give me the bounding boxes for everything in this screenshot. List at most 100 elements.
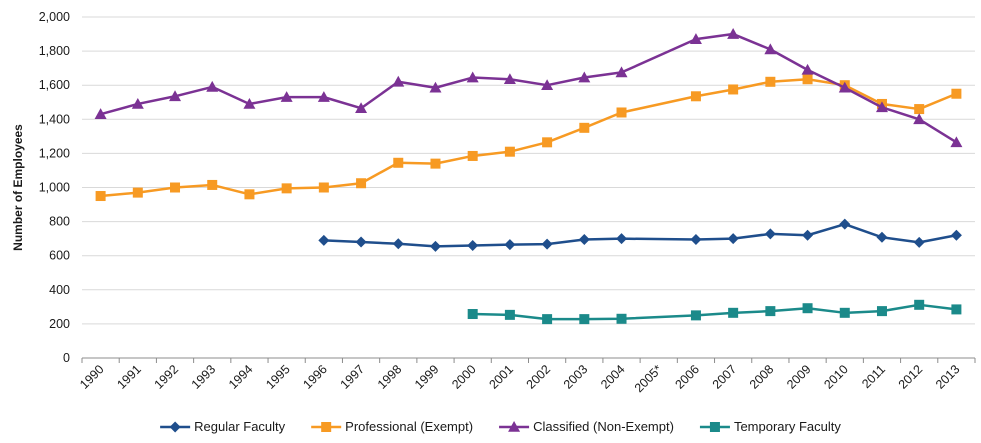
x-tick-label: 2003	[561, 362, 591, 392]
data-point-professional-exempt	[690, 91, 701, 102]
series-temporary-faculty	[467, 299, 962, 325]
data-point-temporary-faculty	[690, 310, 701, 321]
x-tick-label: 1996	[300, 362, 330, 392]
x-tick-label: 2008	[747, 362, 777, 392]
data-point-classified-non-exempt	[689, 33, 702, 44]
x-tick-label: 1993	[189, 362, 219, 392]
legend-label: Temporary Faculty	[734, 419, 841, 434]
data-point-professional-exempt	[170, 182, 181, 193]
data-point-classified-non-exempt	[317, 91, 330, 102]
x-tick-label: 1995	[263, 362, 293, 392]
data-point-temporary-faculty	[504, 309, 515, 320]
y-tick-label: 1,000	[39, 181, 70, 195]
data-point-classified-non-exempt	[206, 80, 219, 92]
legend-swatch-marker	[169, 421, 181, 433]
data-point-regular-faculty	[429, 240, 441, 252]
x-tick-label: 2006	[672, 362, 702, 392]
data-point-temporary-faculty	[765, 306, 776, 317]
x-tick-label: 2010	[821, 362, 851, 392]
legend-label: Regular Faculty	[194, 419, 286, 434]
legend: Regular Faculty Professional (Exempt) Clas…	[160, 419, 841, 434]
y-tick-label: 1,400	[39, 112, 70, 126]
data-point-temporary-faculty	[876, 306, 887, 317]
legend-label: Professional (Exempt)	[345, 419, 473, 434]
data-point-professional-exempt	[244, 189, 255, 200]
series-regular-faculty	[318, 218, 962, 252]
data-point-temporary-faculty	[951, 304, 962, 315]
data-point-regular-faculty	[392, 238, 404, 250]
legend-item-professional-exempt: Professional (Exempt)	[311, 419, 473, 434]
y-tick-label: 800	[49, 215, 70, 229]
x-tick-label: 1998	[375, 362, 405, 392]
data-point-professional-exempt	[430, 158, 441, 169]
data-point-classified-non-exempt	[727, 28, 740, 39]
data-point-regular-faculty	[541, 238, 553, 250]
data-point-regular-faculty	[876, 231, 888, 243]
data-point-classified-non-exempt	[280, 91, 293, 102]
data-point-regular-faculty	[802, 229, 814, 241]
data-point-professional-exempt	[393, 157, 404, 168]
data-point-temporary-faculty	[467, 309, 478, 320]
data-point-professional-exempt	[914, 104, 925, 115]
legend-swatch-marker	[508, 421, 521, 432]
data-point-classified-non-exempt	[466, 71, 479, 83]
legend-item-classified-non-exempt: Classified (Non-Exempt)	[499, 419, 674, 434]
series-line-regular-faculty	[323, 222, 957, 248]
data-point-temporary-faculty	[579, 314, 590, 325]
data-point-classified-non-exempt	[94, 108, 107, 119]
x-tick-label: 1991	[114, 362, 144, 392]
data-point-classified-non-exempt	[392, 75, 405, 87]
x-tick-label: 2001	[486, 362, 516, 392]
data-point-temporary-faculty	[914, 299, 925, 310]
data-point-regular-faculty	[690, 234, 702, 246]
data-point-professional-exempt	[542, 137, 553, 148]
data-point-professional-exempt	[318, 182, 329, 193]
y-tick-label: 600	[49, 249, 70, 263]
legend-swatch-marker	[321, 422, 332, 432]
data-point-professional-exempt	[951, 88, 962, 99]
data-point-professional-exempt	[728, 84, 739, 95]
data-point-classified-non-exempt	[801, 63, 814, 75]
x-tick-label: 1992	[152, 362, 182, 392]
data-point-temporary-faculty	[839, 307, 850, 318]
x-tick-label: 2002	[524, 362, 554, 392]
legend-item-regular-faculty: Regular Faculty	[160, 419, 286, 434]
data-point-regular-faculty	[839, 218, 851, 230]
legend-label: Classified (Non-Exempt)	[533, 419, 674, 434]
data-point-regular-faculty	[578, 234, 590, 246]
data-point-professional-exempt	[467, 150, 478, 161]
data-point-classified-non-exempt	[764, 43, 777, 55]
data-point-classified-non-exempt	[578, 71, 591, 83]
data-point-classified-non-exempt	[615, 66, 628, 78]
data-point-regular-faculty	[727, 233, 739, 245]
data-point-classified-non-exempt	[875, 101, 888, 113]
x-tick-label: 2009	[784, 362, 814, 392]
y-tick-label: 1,800	[39, 44, 70, 58]
data-point-classified-non-exempt	[169, 90, 182, 102]
data-point-professional-exempt	[356, 178, 367, 189]
x-tick-label: 2012	[896, 362, 926, 392]
x-tick-label: 1994	[226, 362, 256, 392]
y-tick-label: 0	[63, 351, 70, 365]
x-tick-label: 2000	[449, 362, 479, 392]
y-tick-label: 2,000	[39, 10, 70, 24]
data-point-classified-non-exempt	[838, 81, 851, 93]
data-point-classified-non-exempt	[503, 73, 516, 85]
x-tick-label: 2011	[859, 362, 888, 391]
data-point-regular-faculty	[355, 236, 367, 248]
data-point-temporary-faculty	[542, 314, 553, 325]
x-tick-label: 1999	[412, 362, 442, 392]
data-point-regular-faculty	[950, 229, 962, 241]
data-point-regular-faculty	[616, 233, 628, 245]
series-layer	[94, 28, 963, 325]
x-tick-label: 1997	[338, 362, 368, 392]
series-classified-non-exempt	[94, 28, 963, 148]
data-point-classified-non-exempt	[243, 97, 256, 109]
data-point-professional-exempt	[207, 179, 218, 190]
x-tick-label: 2007	[710, 362, 740, 392]
data-point-professional-exempt	[504, 146, 515, 157]
series-line-classified-non-exempt	[100, 32, 958, 144]
data-point-professional-exempt	[281, 183, 292, 194]
legend-item-temporary-faculty: Temporary Faculty	[699, 419, 841, 434]
x-tick-label: 2005*	[632, 362, 665, 395]
